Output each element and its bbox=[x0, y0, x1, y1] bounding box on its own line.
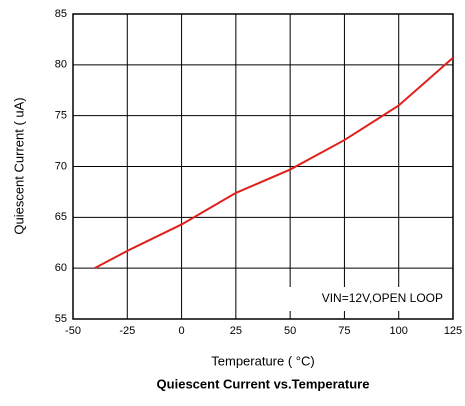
annotation: VIN=12V,OPEN LOOP bbox=[322, 291, 443, 305]
x-tick-label: 25 bbox=[230, 325, 242, 337]
annotation-bg bbox=[268, 287, 448, 311]
y-tick-label: 75 bbox=[55, 110, 67, 122]
y-tick-label: 70 bbox=[55, 160, 67, 172]
x-tick-label: -25 bbox=[119, 325, 135, 337]
plot-frame bbox=[72, 13, 454, 320]
x-tick-label: 50 bbox=[284, 325, 296, 337]
y-tick-label: 60 bbox=[55, 262, 67, 274]
x-tick-label: -50 bbox=[65, 325, 81, 337]
y-tick-label: 85 bbox=[55, 8, 67, 20]
x-tick-label: 125 bbox=[444, 325, 462, 337]
y-tick-label: 65 bbox=[55, 211, 67, 223]
x-tick-label: 0 bbox=[179, 325, 185, 337]
data-line bbox=[94, 56, 454, 270]
y-tick-label: 55 bbox=[55, 313, 67, 325]
x-tick-label: 100 bbox=[390, 325, 408, 337]
x-tick-label: 75 bbox=[338, 325, 350, 337]
chart-title: Quiescent Current vs.Temperature bbox=[157, 376, 370, 391]
x-axis-label: Temperature ( °C) bbox=[211, 353, 314, 368]
y-axis-label: Quiescent Current ( uA) bbox=[11, 97, 26, 234]
y-tick-label: 80 bbox=[55, 59, 67, 71]
